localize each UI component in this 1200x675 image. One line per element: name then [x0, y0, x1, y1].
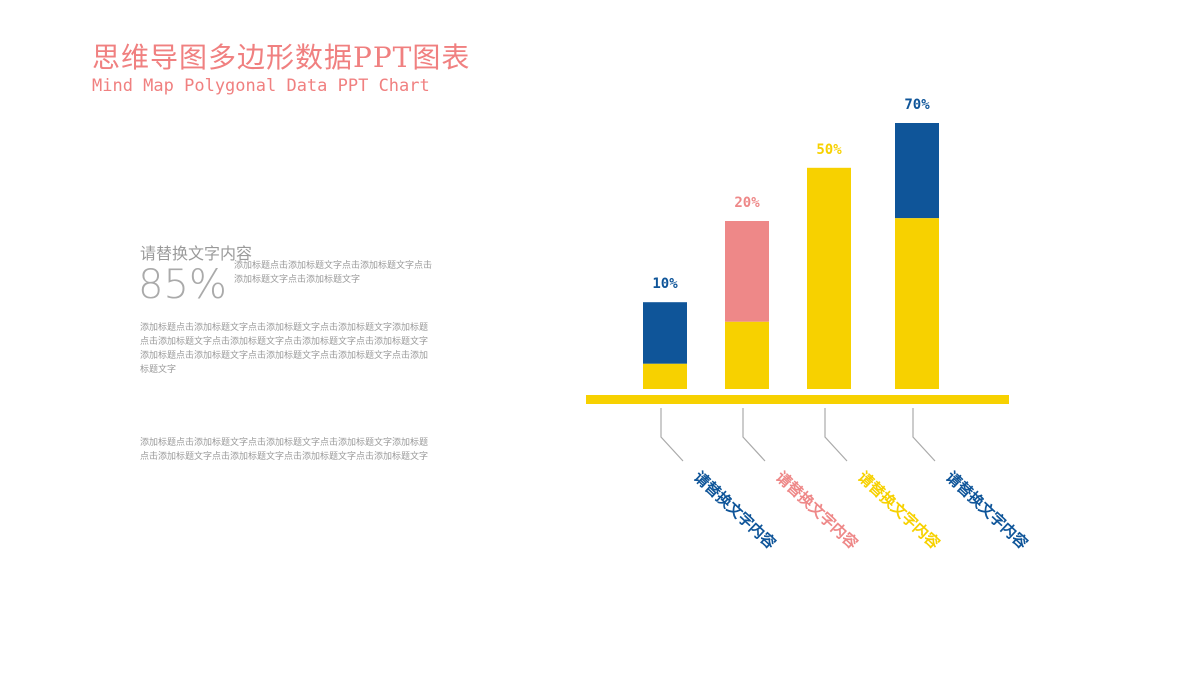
page-title: 思维导图多边形数据PPT图表 [92, 41, 471, 74]
bar-segment [643, 302, 687, 364]
leader-line [824, 408, 848, 462]
bar-value-label: 70% [904, 97, 930, 113]
stat-heading: 请替换文字内容 [140, 244, 253, 263]
leader-line [660, 408, 684, 462]
page-subtitle: Mind Map Polygonal Data PPT Chart [92, 76, 430, 96]
bar-segment [895, 123, 939, 219]
stat-note: 添加标题点击添加标题文字点击添加标题文字点击添加标题文字点击添加标题文字 [234, 261, 433, 285]
chart-base [586, 395, 1009, 404]
category-label: 请替换文字内容 [942, 468, 1031, 553]
leader-line [912, 408, 936, 462]
bar-value-label: 50% [816, 142, 842, 158]
leader-line [742, 408, 766, 462]
bar-segment [725, 321, 769, 389]
category-label: 请替换文字内容 [772, 468, 861, 553]
bar-segment [643, 363, 687, 389]
body-paragraph-2: 添加标题点击添加标题文字点击添加标题文字点击添加标题文字添加标题点击添加标题文字… [140, 438, 429, 462]
bar-value-label: 10% [652, 276, 678, 292]
category-label: 请替换文字内容 [690, 468, 779, 553]
category-label: 请替换文字内容 [854, 468, 943, 553]
bar-segment [725, 221, 769, 322]
bar-value-label: 20% [734, 195, 760, 211]
bar-segment [895, 218, 939, 389]
stat-value: 85% [138, 262, 227, 308]
bar-segment [807, 167, 851, 389]
body-paragraph-1: 添加标题点击添加标题文字点击添加标题文字点击添加标题文字添加标题点击添加标题文字… [140, 323, 429, 375]
